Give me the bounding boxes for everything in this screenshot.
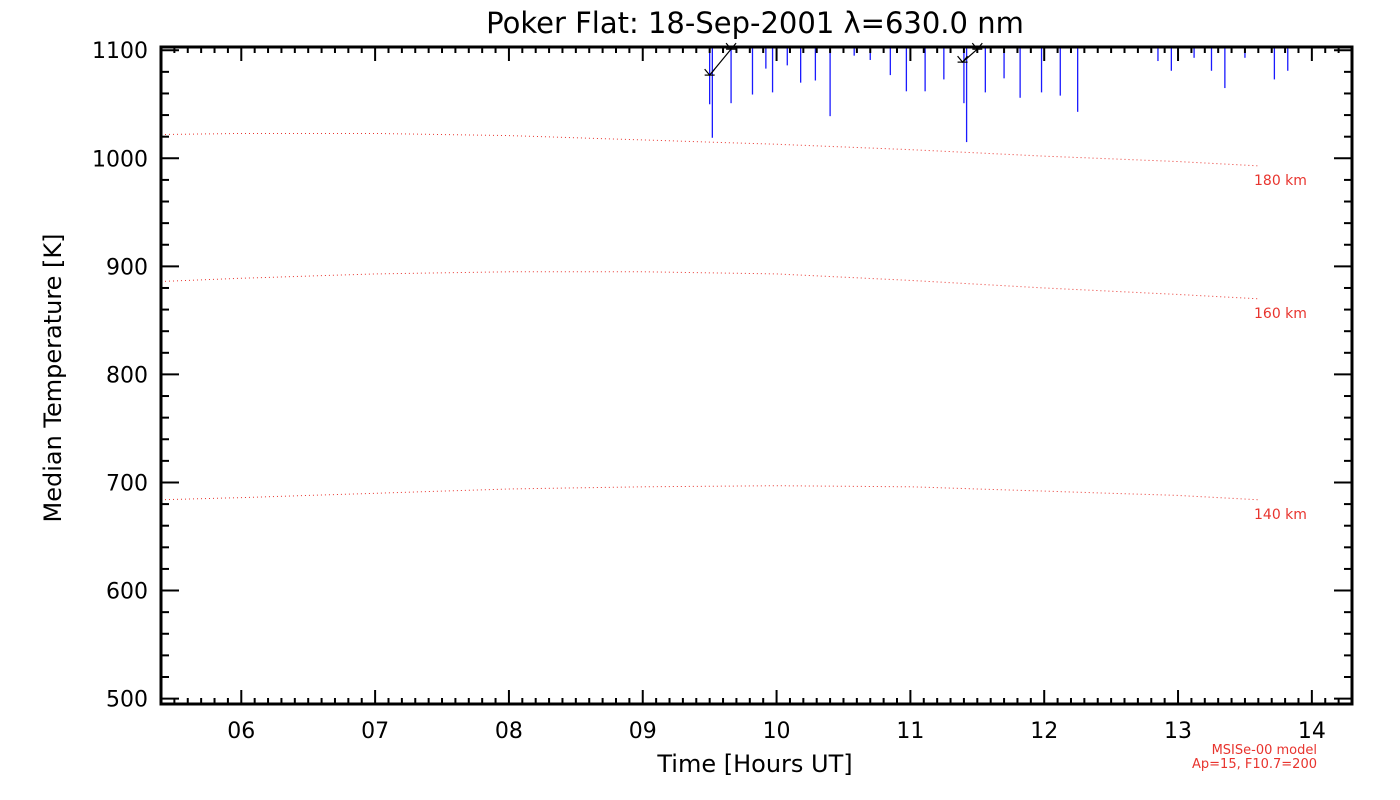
model-label: 140 km	[1254, 507, 1307, 523]
model-line-180km	[160, 132, 1259, 167]
x-tick-label: 14	[1298, 719, 1326, 744]
model-note-line-1: MSISe-00 model	[1212, 743, 1317, 758]
y-tick-label: 800	[106, 363, 148, 388]
axis-ticks	[160, 47, 1353, 704]
x-tick-label: 13	[1164, 719, 1192, 744]
model-series-group: 180 km 160 km 140 km	[160, 132, 1307, 523]
y-tick-label: 500	[106, 688, 148, 713]
model-label: 180 km	[1254, 173, 1307, 189]
y-tick-label: 600	[106, 580, 148, 605]
model-note-line-2: Ap=15, F10.7=200	[1192, 757, 1317, 772]
y-tick-label: 900	[106, 255, 148, 280]
model-line-160km	[160, 271, 1259, 300]
y-tick-label: 700	[106, 471, 148, 496]
measurement-group	[704, 42, 1289, 143]
x-axis-label: Time [Hours UT]	[656, 750, 852, 778]
plot-frame	[159, 45, 1354, 706]
x-tick-label: 09	[629, 719, 657, 744]
y-axis-label: Median Temperature [K]	[39, 233, 67, 522]
x-tick-label: 08	[495, 719, 523, 744]
model-line-140km	[160, 485, 1259, 501]
x-tick-label: 10	[763, 719, 791, 744]
chart-title: Poker Flat: 18-Sep-2001 λ=630.0 nm	[486, 6, 1024, 40]
x-tick-label: 11	[896, 719, 924, 744]
tick-labels: 06 07 08 09 10 11 12 13 14 500 600 700 800 900 1000 110…	[92, 39, 1326, 744]
y-tick-label: 1000	[92, 147, 148, 172]
x-tick-label: 07	[361, 719, 389, 744]
x-tick-label: 12	[1030, 719, 1058, 744]
model-label: 160 km	[1254, 306, 1307, 322]
y-tick-label: 1100	[92, 39, 148, 64]
x-tick-label: 06	[227, 719, 255, 744]
